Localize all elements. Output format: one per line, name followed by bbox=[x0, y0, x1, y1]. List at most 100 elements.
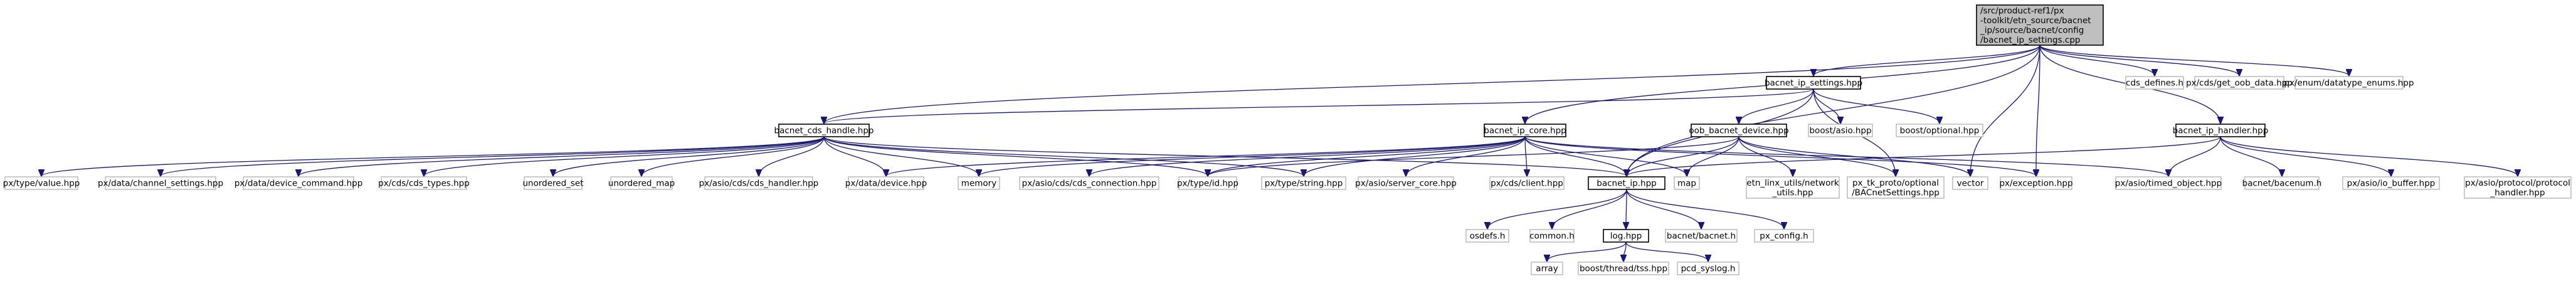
node-ip-handler[interactable]: bacnet_ip_handler.hpp bbox=[2173, 124, 2269, 137]
node-ip-settings[interactable]: bacnet_ip_settings.hpp bbox=[1765, 76, 1862, 90]
node-cds-handle[interactable]: bacnet_cds_handle.hpp bbox=[774, 124, 874, 137]
node-box bbox=[1588, 176, 1665, 190]
node-etn-linx: etn_linx_utils/network_utils.hpp bbox=[1746, 176, 1840, 199]
edge-ip-core-to-cds-client bbox=[1525, 136, 1527, 176]
node-datatype-enums: px/enum/datatype_enums.hpp bbox=[2284, 76, 2414, 90]
edge-oob-device-to-bacnet-ip bbox=[1627, 136, 1739, 176]
node-log[interactable]: log.hpp bbox=[1603, 229, 1649, 243]
node-bacnet-h: bacnet/bacnet.h bbox=[1665, 229, 1738, 243]
node-box bbox=[1766, 76, 1861, 90]
node-box bbox=[1484, 124, 1566, 137]
edge-ip-settings-to-boost-optional bbox=[1813, 88, 1940, 124]
node-label: bacnet_ip_settings.hpp bbox=[1765, 78, 1862, 88]
node-box bbox=[1952, 176, 1988, 190]
node-label: memory bbox=[961, 179, 996, 189]
node-box bbox=[2294, 76, 2404, 90]
edge-ip-settings-to-oob-device bbox=[1739, 88, 1814, 124]
node-label: array bbox=[1536, 264, 1558, 274]
edge-ip-handler-to-timed-object bbox=[2168, 136, 2221, 176]
edge-cds-handle-to-type-string bbox=[823, 136, 1304, 176]
node-box bbox=[1531, 262, 1563, 275]
node-bacenum: bacnet/bacenum.h bbox=[2242, 176, 2321, 190]
node-box bbox=[704, 176, 813, 190]
edge-ip-core-to-cds-connection bbox=[1089, 136, 1526, 176]
edge-ip-core-to-exception bbox=[1524, 136, 2036, 176]
node-box bbox=[1665, 229, 1738, 243]
node-tk-proto: px_tk_proto/optional/BACnetSettings.hpp bbox=[1847, 176, 1945, 199]
edge-oob-device-to-type-id bbox=[1208, 136, 1739, 176]
node-exception: px/exception.hpp bbox=[1999, 176, 2073, 190]
node-type-string: px/type/string.hpp bbox=[1261, 176, 1346, 190]
node-cds-types: px/cds/cds_types.hpp bbox=[378, 176, 470, 190]
node-box bbox=[1489, 176, 1565, 190]
node-cds-client: px/cds/client.hpp bbox=[1489, 176, 1565, 190]
edge-root-to-ip-settings bbox=[1813, 45, 2040, 76]
node-box bbox=[2175, 124, 2266, 137]
edge-bacnet-ip-to-bacnet-h bbox=[1626, 189, 1701, 229]
node-label: bacnet_ip_core.hpp bbox=[1484, 126, 1566, 136]
node-label: -toolkit/etn_source/bacnet bbox=[1980, 16, 2091, 26]
node-label: etn_linx_utils/network bbox=[1746, 178, 1839, 188]
node-label: px/cds/cds_types.hpp bbox=[378, 179, 470, 189]
node-label: px/data/device_command.hpp bbox=[235, 179, 363, 189]
node-label: px/type/value.hpp bbox=[3, 179, 80, 189]
edge-oob-device-to-etn-linx bbox=[1738, 136, 1793, 176]
edge-bacnet-ip-to-log bbox=[1626, 189, 1627, 229]
node-tss: boost/thread/tss.hpp bbox=[1578, 262, 1669, 275]
node-box bbox=[524, 176, 583, 190]
edge-cds-handle-to-channel-settings bbox=[161, 136, 825, 176]
node-cds-defines: cds_defines.h bbox=[2125, 76, 2184, 90]
edge-cds-handle-to-cds-types bbox=[424, 136, 825, 176]
edge-ip-core-to-memory bbox=[979, 136, 1526, 176]
node-bacnet-ip[interactable]: bacnet_ip.hpp bbox=[1588, 176, 1665, 190]
node-label: bacnet_ip_handler.hpp bbox=[2173, 126, 2269, 136]
edge-ip-core-to-device bbox=[886, 136, 1526, 176]
node-box bbox=[1261, 176, 1346, 190]
node-cds-connection: px/asio/cds/cds_connection.hpp bbox=[1019, 176, 1159, 190]
edge-root-to-cds-handle bbox=[824, 45, 2040, 124]
node-map: map bbox=[1674, 176, 1700, 190]
node-px-config: px_config.h bbox=[1754, 229, 1814, 243]
node-device-command: px/data/device_command.hpp bbox=[235, 176, 363, 190]
node-box bbox=[1808, 124, 1873, 137]
node-label: px/asio/server_core.hpp bbox=[1355, 179, 1457, 189]
node-label: log.hpp bbox=[1610, 231, 1642, 241]
node-root[interactable]: /src/product-ref1/px-toolkit/etn_source/… bbox=[1976, 4, 2104, 46]
node-box bbox=[2464, 176, 2572, 199]
node-box bbox=[1603, 229, 1649, 243]
node-label: px/asio/cds/cds_handler.hpp bbox=[699, 179, 819, 189]
edge-root-to-vector bbox=[1970, 45, 2040, 176]
edge-bacnet-ip-to-px-config bbox=[1626, 189, 1784, 229]
node-oob-device[interactable]: oob_bacnet_device.hpp bbox=[1689, 124, 1789, 137]
node-box bbox=[2244, 176, 2320, 190]
edge-cds-handle-to-unordered-map bbox=[641, 136, 825, 176]
edge-ip-handler-to-bacnet-ip bbox=[1627, 136, 2221, 176]
node-device: px/data/device.hpp bbox=[845, 176, 927, 190]
node-label: boost/asio.hpp bbox=[1809, 126, 1871, 136]
node-label: oob_bacnet_device.hpp bbox=[1689, 126, 1788, 136]
node-boost-optional: boost/optional.hpp bbox=[1896, 124, 1983, 137]
node-ip-core[interactable]: bacnet_ip_core.hpp bbox=[1484, 124, 1566, 137]
node-label: unordered_map bbox=[608, 179, 675, 189]
edge-ip-core-to-bacnet-ip bbox=[1524, 136, 1627, 176]
node-unordered-map: unordered_map bbox=[608, 176, 675, 190]
node-get-oob: px/cds/get_oob_data.hpp bbox=[2186, 76, 2293, 90]
edge-root-to-exception bbox=[2036, 45, 2040, 176]
node-box bbox=[1746, 176, 1840, 199]
edge-ip-handler-to-io-buffer bbox=[2220, 136, 2391, 176]
node-label: _handler.hpp bbox=[2489, 188, 2545, 198]
edge-log-to-array bbox=[1547, 241, 1627, 262]
node-box bbox=[2194, 76, 2284, 90]
edge-layer bbox=[41, 45, 2518, 262]
node-box bbox=[1847, 176, 1945, 199]
node-box bbox=[1358, 176, 1454, 190]
node-box bbox=[2115, 176, 2222, 190]
edge-oob-device-to-map bbox=[1687, 136, 1739, 176]
node-boost-asio: boost/asio.hpp bbox=[1808, 124, 1873, 137]
edge-ip-core-to-timed-object bbox=[1524, 136, 2168, 176]
node-type-id: px/type/id.hpp bbox=[1177, 176, 1238, 190]
node-box bbox=[1465, 229, 1509, 243]
node-label: boost/thread/tss.hpp bbox=[1580, 264, 1667, 274]
node-box bbox=[1529, 229, 1575, 243]
node-label: _utils.hpp bbox=[1771, 188, 1813, 198]
